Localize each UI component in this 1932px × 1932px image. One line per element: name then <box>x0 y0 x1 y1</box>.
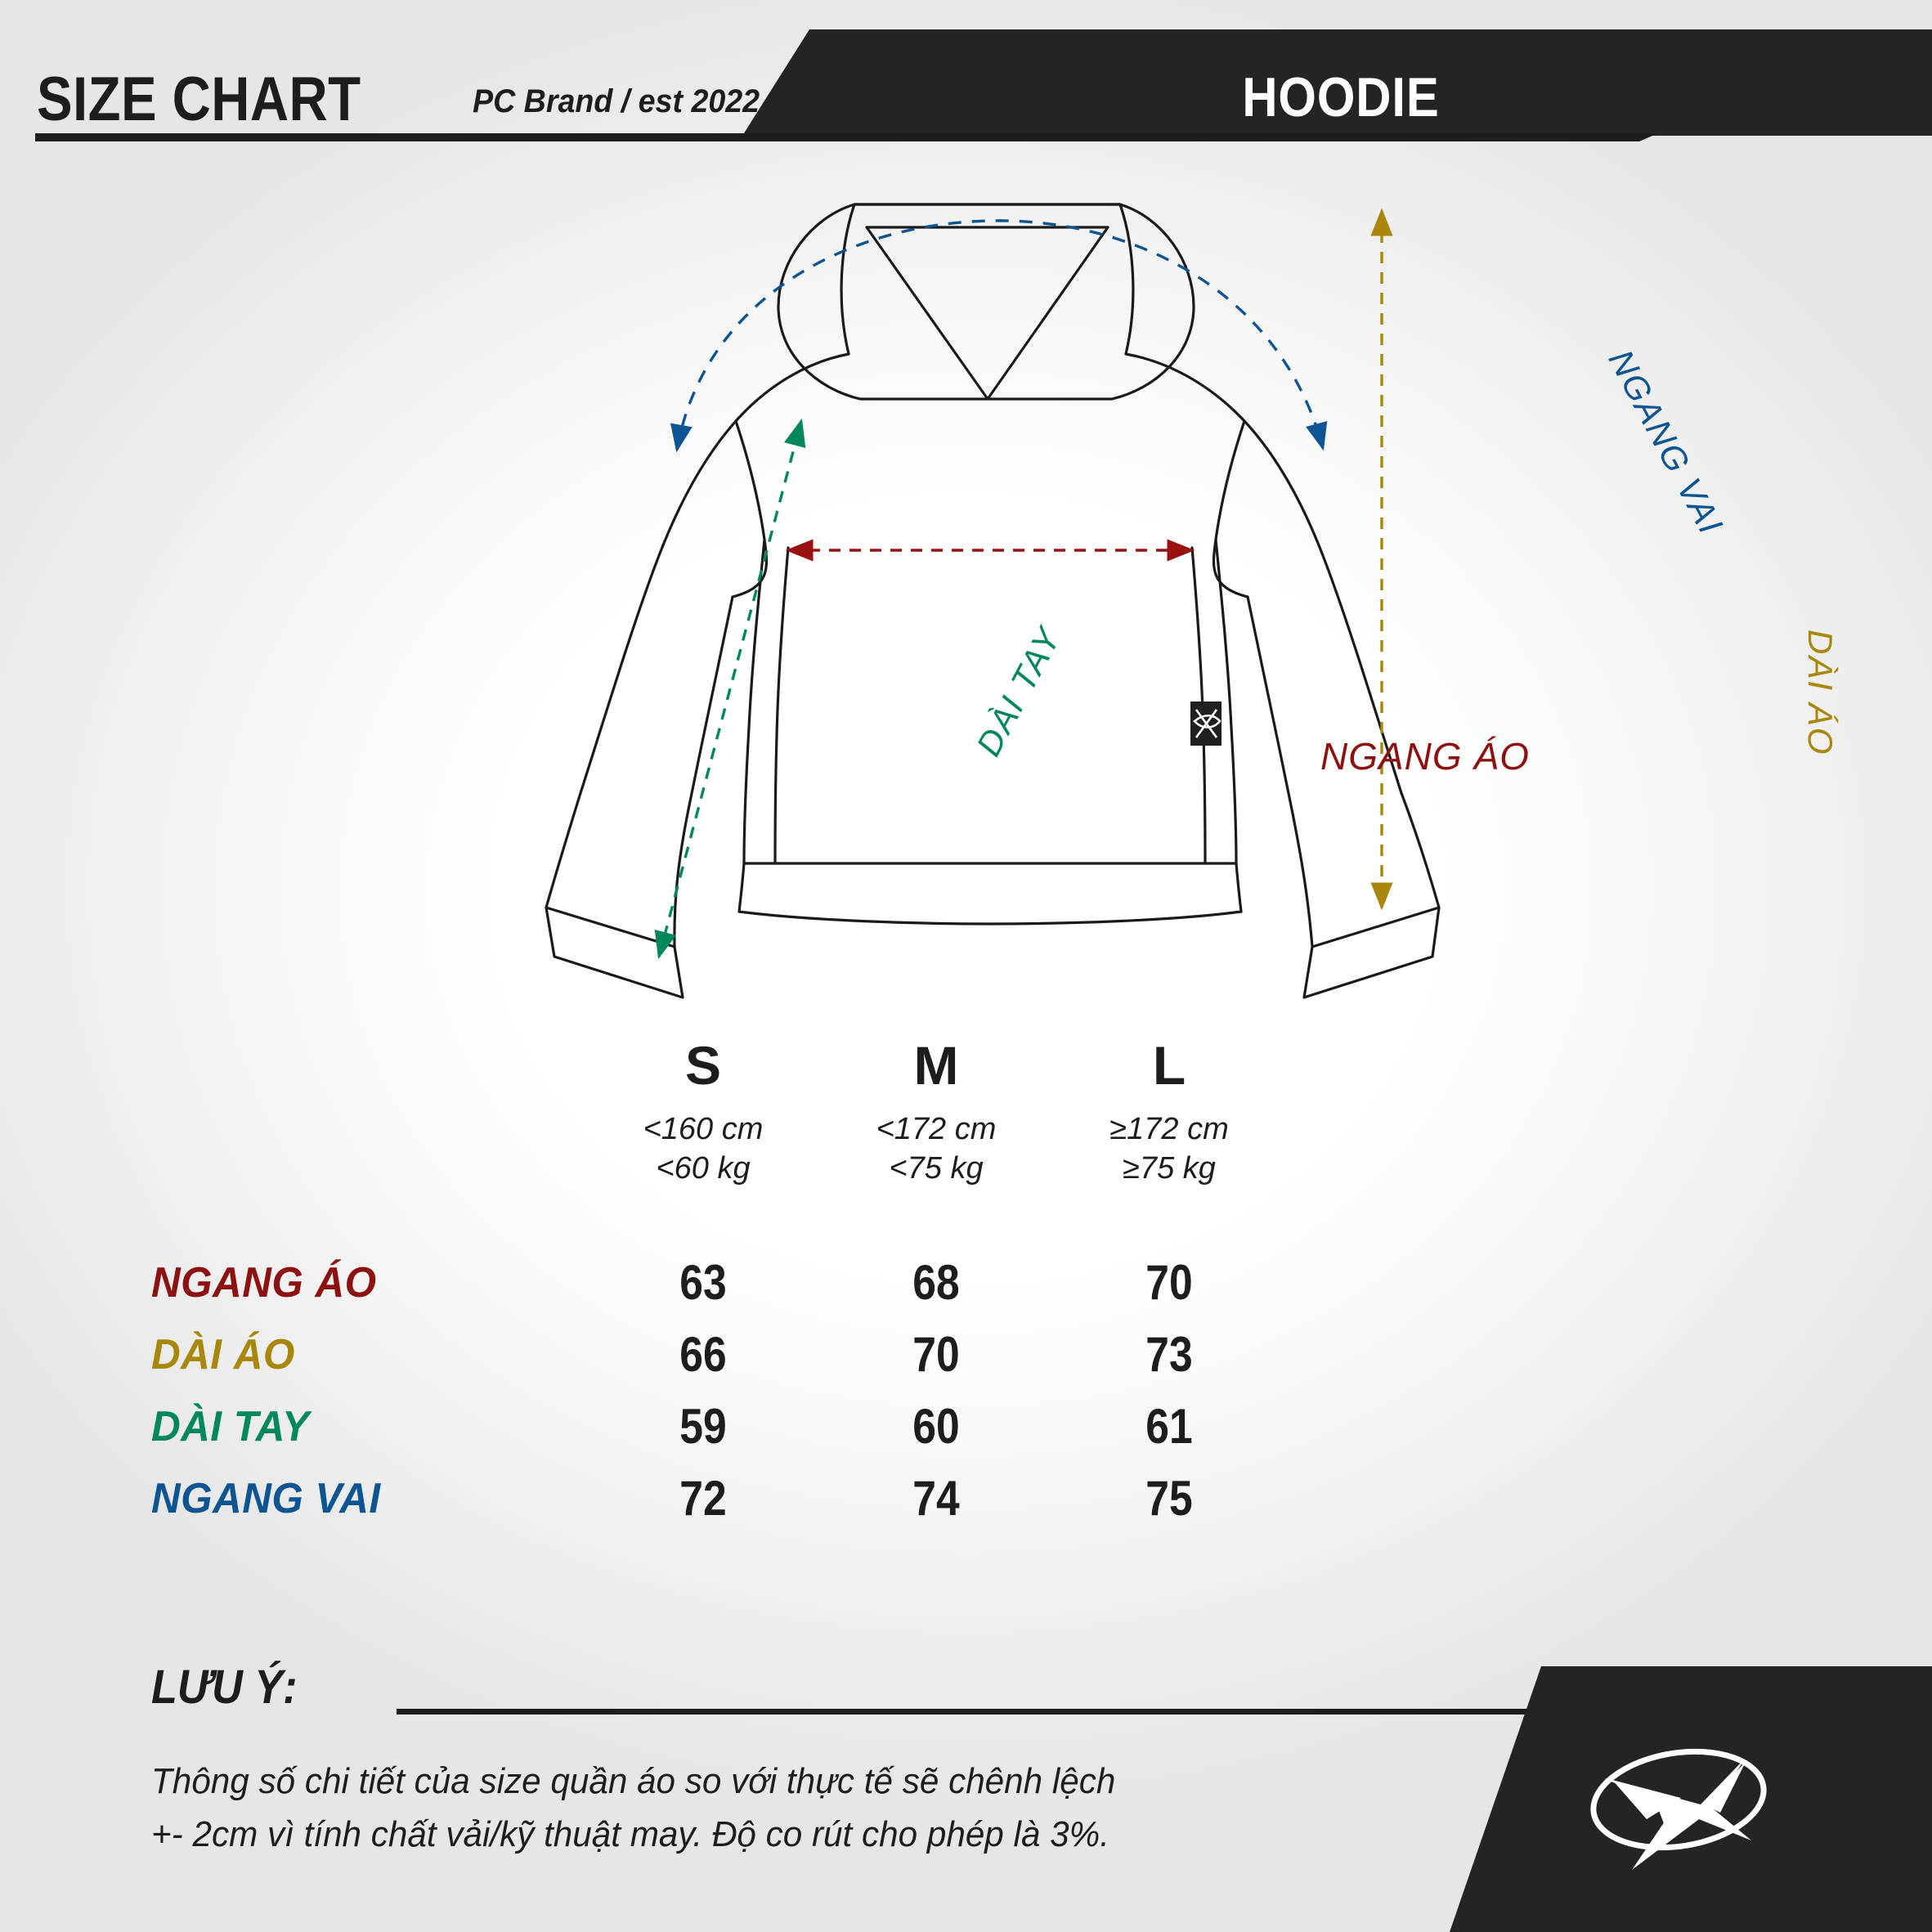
product-type-title: HOODIE <box>1242 66 1440 128</box>
size-height-m: <172 cm <box>876 1112 997 1146</box>
size-weight-s: <60 kg <box>656 1150 751 1186</box>
cell-dai-ao-m: 70 <box>912 1327 960 1382</box>
size-column-m: M <172 cm <75 kg <box>822 1038 1051 1188</box>
table-row: NGANG ÁO 63 68 70 <box>151 1247 1296 1319</box>
size-weight-l: ≥75 kg <box>1123 1150 1216 1186</box>
note-divider <box>397 1709 1541 1715</box>
cell-dai-ao-s: 66 <box>679 1327 727 1382</box>
note-title: LƯU Ý: <box>151 1661 298 1714</box>
shoulder-measure-arc <box>670 219 1328 453</box>
cell-ngang-ao-l: 70 <box>1145 1255 1193 1310</box>
cell-ngang-vai-m: 74 <box>912 1471 960 1526</box>
size-height-s: <160 cm <box>643 1112 764 1146</box>
size-column-headers: S <160 cm <60 kg M <172 cm <75 kg L ≥172… <box>589 1038 1292 1202</box>
size-letter-s: S <box>684 1035 722 1096</box>
header-black-banner <box>742 29 1932 136</box>
size-letter-m: M <box>913 1035 959 1096</box>
size-column-l: L ≥172 cm ≥75 kg <box>1055 1038 1284 1188</box>
label-ngang-ao: NGANG ÁO <box>1320 735 1530 778</box>
cell-ngang-vai-l: 75 <box>1145 1471 1193 1526</box>
note-line-1: Thông số chi tiết của size quần áo so vớ… <box>151 1761 1116 1801</box>
label-dai-ao: DÀI ÁO <box>1801 630 1840 756</box>
footer-logo-block <box>1450 1666 1932 1932</box>
cell-dai-tay-s: 59 <box>679 1399 727 1454</box>
size-letter-l: L <box>1152 1035 1186 1096</box>
brand-subtitle: PC Brand / est 2022 <box>473 83 760 119</box>
cell-dai-tay-l: 61 <box>1145 1399 1193 1454</box>
measurement-table: NGANG ÁO 63 68 70 DÀI ÁO 66 70 73 DÀI TA… <box>151 1247 1296 1535</box>
header-underline-rule <box>35 133 1658 141</box>
row-label-dai-tay: DÀI TAY <box>151 1403 310 1450</box>
cell-ngang-ao-s: 63 <box>679 1255 727 1310</box>
row-label-ngang-ao: NGANG ÁO <box>151 1259 377 1307</box>
header-stripe-bars <box>1800 34 1909 131</box>
note-section: LƯU Ý: Thông số chi tiết của size quần á… <box>151 1660 1541 1861</box>
brand-logo-icon <box>1590 1748 1767 1870</box>
size-column-s: S <160 cm <60 kg <box>589 1038 818 1188</box>
page-header: SIZE CHART PC Brand / est 2022 HOODIE <box>0 29 1932 141</box>
table-row: DÀI ÁO 66 70 73 <box>151 1319 1296 1391</box>
cell-ngang-ao-m: 68 <box>912 1255 960 1310</box>
size-height-l: ≥172 cm <box>1109 1112 1229 1146</box>
size-weight-m: <75 kg <box>889 1150 984 1186</box>
cell-dai-ao-l: 73 <box>1145 1327 1193 1382</box>
sleeve-measure-arrow <box>654 418 806 960</box>
row-label-ngang-vai: NGANG VAI <box>151 1475 381 1522</box>
note-line-2: +- 2cm vì tính chất vải/kỹ thuật may. Độ… <box>151 1814 1109 1855</box>
cell-ngang-vai-s: 72 <box>679 1471 727 1526</box>
table-row: NGANG VAI 72 74 75 <box>151 1463 1296 1535</box>
row-label-dai-ao: DÀI ÁO <box>151 1331 295 1378</box>
label-ngang-vai: NGANG VAI <box>1601 343 1731 541</box>
brand-tag <box>1190 702 1222 746</box>
table-row: DÀI TAY 59 60 61 <box>151 1391 1296 1463</box>
hoodie-illustration: NGANG ÁO DÀI ÁO DÀI TAY NGANG VAI <box>458 139 1840 1006</box>
page-title: SIZE CHART <box>37 65 361 134</box>
cell-dai-tay-m: 60 <box>912 1399 960 1454</box>
